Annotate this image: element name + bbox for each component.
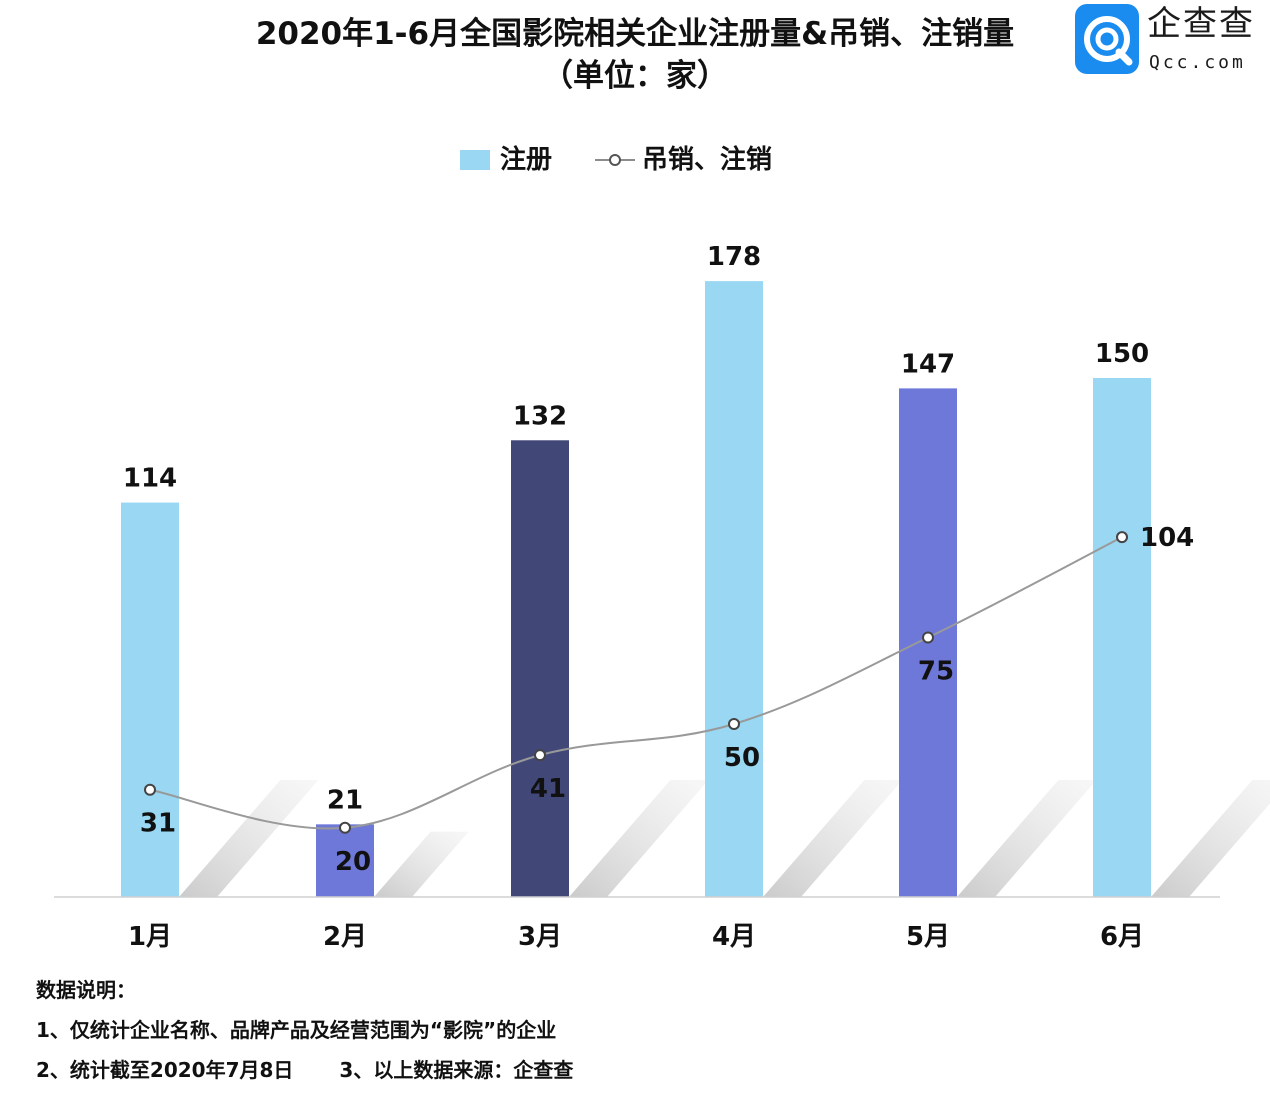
x-tick-label: 6月 — [1100, 922, 1144, 952]
bar-4 — [705, 281, 763, 897]
bar-value-label: 21 — [327, 785, 363, 815]
brand-name: 企查查 — [1147, 4, 1255, 44]
notes-line-1: 1、仅统计企业名称、品牌产品及经营范围为“影院”的企业 — [36, 1018, 557, 1042]
chart-title-line2: （单位：家） — [542, 58, 728, 94]
line-point-4 — [728, 718, 740, 730]
bar-shadow — [179, 780, 319, 897]
line-value-label: 41 — [530, 774, 566, 804]
bar-1 — [121, 502, 179, 897]
line-value-label: 20 — [335, 847, 371, 877]
bar-shadow — [569, 780, 709, 897]
bar-value-label: 114 — [123, 464, 177, 494]
revocation-points — [144, 531, 1128, 834]
chart-plot-area: 114 21 132 178 147 150 31 20 41 50 75 104 1月 2月 3月 4月… — [54, 242, 1270, 952]
bar-value-label: 147 — [901, 349, 955, 379]
bar-shadow — [374, 831, 469, 897]
bar-shadow — [763, 780, 903, 897]
data-notes: 数据说明： 1、仅统计企业名称、品牌产品及经营范围为“影院”的企业 2、统计截至… — [36, 970, 573, 1090]
line-value-label: 75 — [918, 657, 954, 687]
x-tick-label: 4月 — [712, 922, 756, 952]
bar-value-label: 150 — [1095, 339, 1149, 369]
x-tick-label: 3月 — [518, 922, 562, 952]
legend-label-registration: 注册 — [500, 145, 553, 175]
line-point-3 — [534, 749, 546, 762]
line-data-labels: 31 20 41 50 75 104 — [140, 523, 1194, 877]
chart-title-line1: 2020年1-6月全国影院相关企业注册量&吊销、注销量 — [255, 16, 1015, 52]
brand-domain: Qcc.com — [1149, 52, 1246, 73]
revocation-line — [149, 536, 1123, 830]
x-axis-ticks: 1月 2月 3月 4月 5月 6月 — [128, 922, 1144, 952]
bar-6 — [1093, 378, 1151, 897]
bar-shadow — [957, 780, 1097, 897]
line-value-label: 31 — [140, 809, 176, 839]
notes-heading: 数据说明： — [36, 978, 136, 1002]
x-tick-label: 5月 — [906, 922, 950, 952]
line-point-2 — [339, 821, 351, 834]
bar-shadows — [179, 780, 1270, 897]
line-value-label: 50 — [724, 743, 760, 773]
bar-3 — [511, 440, 569, 897]
bar-shadow — [1151, 780, 1270, 897]
bar-value-label: 132 — [513, 401, 567, 431]
notes-line-2: 2、统计截至2020年7月8日 — [36, 1058, 294, 1082]
x-tick-label: 1月 — [128, 922, 172, 952]
legend-label-revocation: 吊销、注销 — [642, 145, 773, 175]
bar-2 — [316, 824, 374, 897]
line-point-1 — [144, 783, 156, 796]
bar-value-label: 178 — [707, 242, 761, 272]
bar-data-labels: 114 21 132 178 147 150 — [123, 242, 1149, 815]
line-point-6 — [1116, 531, 1128, 544]
notes-line-2-3: 2、统计截至2020年7月8日 3、以上数据来源：企查查 — [36, 1050, 573, 1090]
legend-swatch-revocation — [595, 146, 635, 174]
line-point-5 — [922, 631, 934, 644]
notes-line-3: 3、以上数据来源：企查查 — [339, 1058, 574, 1082]
brand-logo: 企查查 Qcc.com — [1075, 4, 1265, 76]
line-value-label: 104 — [1140, 523, 1194, 553]
legend-swatch-registration — [460, 150, 490, 170]
bar-series — [121, 281, 1151, 897]
x-tick-label: 2月 — [323, 922, 367, 952]
qcc-logo-icon — [1075, 4, 1139, 74]
